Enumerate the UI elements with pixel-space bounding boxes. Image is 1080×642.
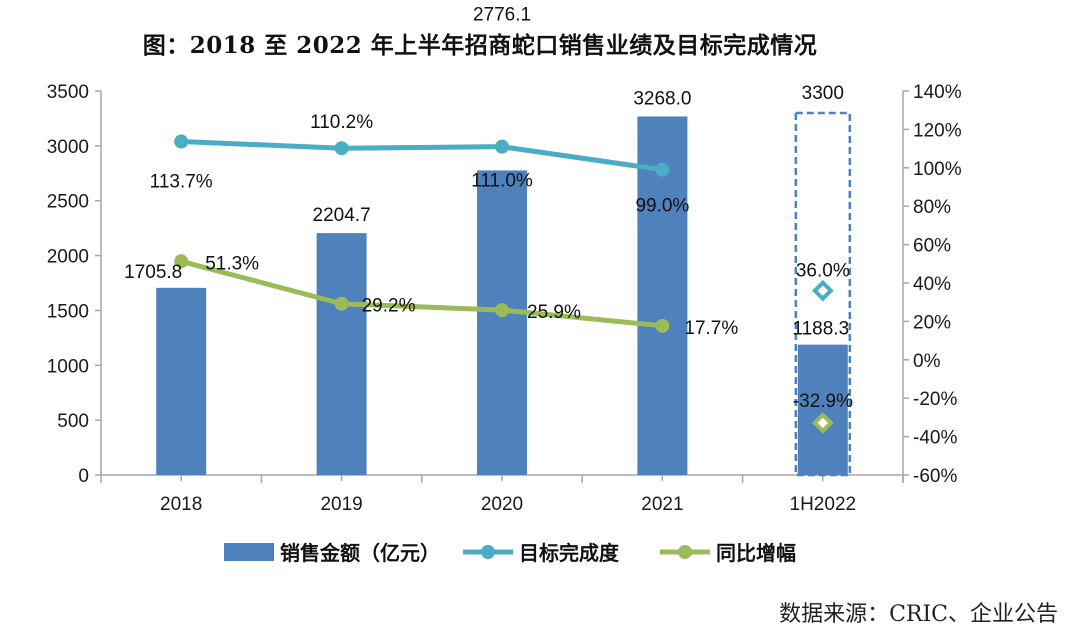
bar-sales-2020 <box>477 170 527 475</box>
yoy-growth-point-2019 <box>334 296 349 311</box>
legend-swatch-growth-marker <box>678 545 692 559</box>
yoy-growth-line <box>180 258 663 329</box>
x-axis-tick-label: 2020 <box>481 494 523 515</box>
target-completion-point-2020 <box>495 139 509 154</box>
right-axis-tick-label: 100% <box>913 159 962 180</box>
right-axis-tick-label: 120% <box>913 120 962 141</box>
yoy-growth-point-2020 <box>495 303 509 318</box>
left-axis-tick-label: 2500 <box>47 192 89 213</box>
target-label: 3300 <box>802 83 844 104</box>
left-axis-tick-label: 1500 <box>47 301 89 322</box>
target-completion-line <box>181 138 663 173</box>
target-completion-label: 110.2% <box>310 112 373 133</box>
legend-swatch-sales <box>224 543 274 561</box>
bar-sales-2018 <box>156 287 207 475</box>
right-axis-tick-label: 60% <box>913 236 951 257</box>
x-axis-tick-label: 2018 <box>160 494 202 515</box>
data-labels: 3300 1705.8 2204.7 2776.1 3268.0 1188.3 113.7%… <box>124 4 853 412</box>
bar-label: 2776.1 <box>473 4 531 25</box>
chart-title: 图：2018 至 2022 年上半年招商蛇口销售业绩及目标完成情况 <box>0 26 1080 60</box>
yoy-growth-point-2021 <box>655 318 670 333</box>
yoy-growth-point-1H2022 <box>811 412 834 434</box>
right-axis-tick-label: -60% <box>913 466 957 487</box>
legend-label-sales: 销售金额（亿元） <box>280 541 440 565</box>
axes: 0 500 1000 1500 2000 2500 3000 3500 -60% -40% -20%… <box>47 82 962 515</box>
bar-sales-2019 <box>316 233 367 475</box>
lines <box>174 134 834 434</box>
target-completion-label: 111.0% <box>471 171 533 192</box>
left-axis-tick-label: 3500 <box>47 82 89 103</box>
bars <box>156 111 852 477</box>
legend-swatch-target-marker <box>481 545 495 559</box>
left-axis-tick-label: 500 <box>57 411 89 432</box>
target-completion-point-2018 <box>174 134 189 149</box>
yoy-growth-label: 25.9% <box>527 302 581 323</box>
left-axis-tick-label: 0 <box>78 466 89 487</box>
right-axis-tick-label: 140% <box>913 82 962 103</box>
x-axis-tick-label: 2019 <box>320 494 362 515</box>
left-axis-tick-label: 1000 <box>47 356 89 377</box>
left-axis-tick-label: 2000 <box>47 247 89 268</box>
yoy-growth-label: 29.2% <box>362 296 416 317</box>
right-axis-tick-label: 0% <box>913 351 941 372</box>
bar-label: 3268.0 <box>633 88 691 109</box>
bar-label: 1188.3 <box>792 319 849 340</box>
x-axis-tick-label: 1H2022 <box>790 494 857 515</box>
bar-label: 2204.7 <box>313 205 371 226</box>
target-completion-point-1H2022 <box>811 279 834 302</box>
legend: 销售金额（亿元） 目标完成度 同比增幅 <box>224 541 796 565</box>
target-completion-point-2021 <box>655 162 670 177</box>
target-completion-point-2019 <box>334 141 349 156</box>
target-completion-label: 113.7% <box>150 171 213 192</box>
yoy-growth-label: 51.3% <box>205 253 259 274</box>
legend-label-target: 目标完成度 <box>519 541 620 565</box>
yoy-growth-label: -32.9% <box>793 391 853 412</box>
right-axis-tick-label: -40% <box>913 428 957 449</box>
bar-sales-1H2022 <box>797 344 848 475</box>
right-axis-tick-label: 40% <box>913 274 951 295</box>
right-axis-tick-label: 20% <box>913 312 951 333</box>
x-axis-tick-label: 2021 <box>641 494 683 515</box>
right-axis-tick-label: -20% <box>913 389 957 410</box>
target-completion-label: 99.0% <box>635 196 689 217</box>
data-source: 数据来源：CRIC、企业公告 <box>779 602 1058 627</box>
yoy-growth-label: 17.7% <box>684 318 738 339</box>
chart-title-text: 图：2018 至 2022 年上半年招商蛇口销售业绩及目标完成情况 <box>142 32 818 59</box>
yoy-growth-point-2018 <box>174 254 189 269</box>
left-axis-tick-label: 3000 <box>47 137 89 158</box>
legend-label-growth: 同比增幅 <box>716 541 796 565</box>
bar-label: 1705.8 <box>124 262 182 283</box>
target-completion-label: 36.0% <box>796 261 850 282</box>
right-axis-tick-label: 80% <box>913 197 951 218</box>
